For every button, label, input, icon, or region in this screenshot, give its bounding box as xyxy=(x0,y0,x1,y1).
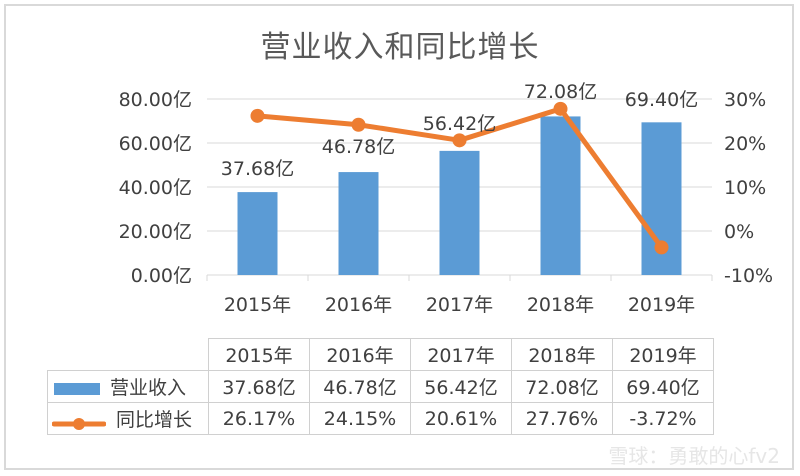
svg-text:-10%: -10% xyxy=(724,265,773,287)
line-marker-swatch-icon xyxy=(51,414,107,430)
table-cell: 72.08亿 xyxy=(511,370,613,403)
svg-text:0.00亿: 0.00亿 xyxy=(131,265,192,287)
table-cell: 56.42亿 xyxy=(410,370,512,403)
svg-text:20.00亿: 20.00亿 xyxy=(119,221,192,243)
svg-text:20%: 20% xyxy=(724,133,766,155)
table-cell: -3.72% xyxy=(612,402,714,435)
table-cell: 37.68亿 xyxy=(208,370,310,403)
svg-text:2019年: 2019年 xyxy=(628,294,695,316)
svg-text:80.00亿: 80.00亿 xyxy=(119,89,192,111)
svg-text:72.08亿: 72.08亿 xyxy=(524,81,597,103)
svg-text:2016年: 2016年 xyxy=(325,294,392,316)
svg-text:2015年: 2015年 xyxy=(224,294,291,316)
data-table: 2015年 2016年 2017年 2018年 2019年 营业收入 37.68… xyxy=(47,338,714,435)
table-header: 2018年 xyxy=(511,338,613,371)
svg-text:60.00亿: 60.00亿 xyxy=(119,133,192,155)
svg-text:0%: 0% xyxy=(724,221,754,243)
table-header: 2016年 xyxy=(309,338,411,371)
table-header: 2015年 xyxy=(208,338,310,371)
svg-text:30%: 30% xyxy=(724,89,766,111)
table-header: 2017年 xyxy=(410,338,512,371)
svg-text:56.42亿: 56.42亿 xyxy=(423,113,496,135)
svg-text:46.78亿: 46.78亿 xyxy=(322,136,395,158)
table-cell: 69.40亿 xyxy=(612,370,714,403)
svg-text:10%: 10% xyxy=(724,177,766,199)
table-cell: 20.61% xyxy=(410,402,512,435)
table-cell: 26.17% xyxy=(208,402,310,435)
svg-text:37.68亿: 37.68亿 xyxy=(221,158,294,180)
legend-revenue: 营业收入 xyxy=(47,370,209,403)
svg-text:2017年: 2017年 xyxy=(426,294,493,316)
bar-swatch-icon xyxy=(54,382,100,395)
svg-text:2018年: 2018年 xyxy=(527,294,594,316)
table-header: 2019年 xyxy=(612,338,714,371)
chart-title: 营业收入和同比增长 xyxy=(260,30,540,65)
svg-text:40.00亿: 40.00亿 xyxy=(119,177,192,199)
table-cell: 24.15% xyxy=(309,402,411,435)
legend-label: 同比增长 xyxy=(116,409,193,431)
table-header-row: 2015年 2016年 2017年 2018年 2019年 xyxy=(48,338,714,371)
table-cell: 27.76% xyxy=(511,402,613,435)
table-row: 营业收入 37.68亿 46.78亿 56.42亿 72.08亿 69.40亿 xyxy=(47,370,714,403)
table-cell: 46.78亿 xyxy=(309,370,411,403)
watermark: 雪球：勇敢的心fv2 xyxy=(608,444,780,468)
svg-text:69.40亿: 69.40亿 xyxy=(625,89,698,111)
table-row: 同比增长 26.17% 24.15% 20.61% 27.76% -3.72% xyxy=(47,402,714,435)
legend-label: 营业收入 xyxy=(110,377,187,399)
legend-growth: 同比增长 xyxy=(47,402,209,435)
